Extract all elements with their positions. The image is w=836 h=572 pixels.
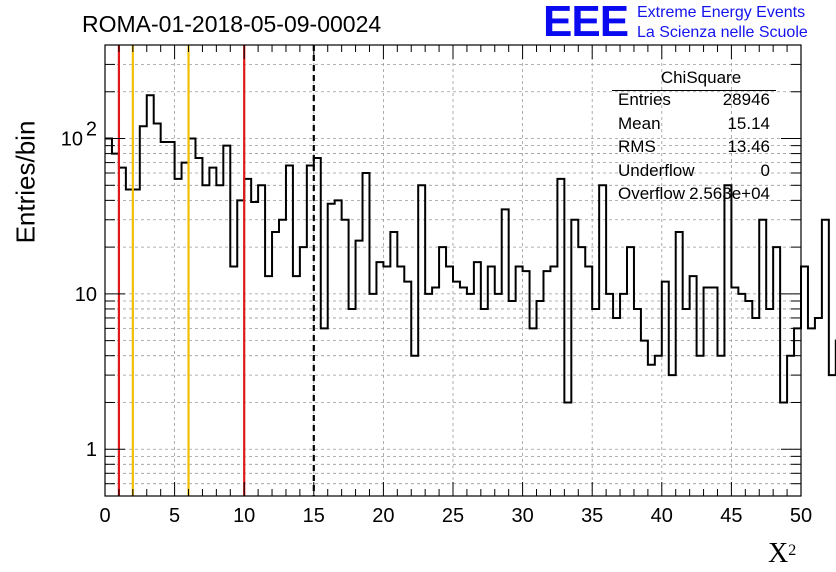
stats-value: 13.46 [727, 137, 770, 156]
chart-title: ROMA-01-2018-05-09-00024 [82, 11, 382, 37]
x-tick-label: 25 [442, 505, 464, 527]
stats-value: 2.563e+04 [689, 184, 770, 203]
x-tick-label: 20 [372, 505, 394, 527]
stats-row: Entries 28946 [612, 88, 776, 112]
stats-divider [612, 90, 776, 91]
x-tick-label: 35 [581, 505, 603, 527]
x-axis-label-exponent: 2 [788, 542, 797, 559]
stats-value: 15.14 [727, 113, 770, 133]
x-axis-label: X2 [768, 538, 797, 569]
stats-key: Overflow [618, 184, 686, 203]
stats-key: Mean [618, 113, 661, 133]
stats-row: Underflow 0 [612, 159, 776, 183]
y-tick-exponent: 2 [86, 119, 97, 141]
stats-value: 28946 [722, 90, 770, 109]
stats-box: ChiSquare Entries 28946 Mean 15.14 RMS 1… [612, 68, 776, 206]
stats-row: Overflow 2.563e+04 [612, 182, 776, 206]
x-tick-label: 40 [651, 505, 673, 527]
stats-value: 0 [760, 160, 770, 180]
x-tick-label: 10 [233, 505, 255, 527]
eee-logo: EEE [543, 0, 629, 46]
stats-key: Entries [618, 90, 671, 109]
y-tick-label: 10 [61, 129, 83, 151]
logo-text-line1: Extreme Energy Events [637, 4, 806, 21]
stats-row: Mean 15.14 [612, 112, 776, 136]
x-tick-label: 15 [303, 505, 325, 527]
x-tick-label: 30 [511, 505, 533, 527]
reference-lines [117, 45, 315, 496]
x-tick-label: 0 [99, 505, 110, 527]
x-tick-label: 5 [169, 505, 180, 527]
logo-text-line2: La Scienza nelle Scuole [637, 24, 808, 41]
stats-key: Underflow [618, 160, 695, 180]
stats-title: ChiSquare [660, 68, 742, 87]
x-tick-label: 45 [720, 505, 742, 527]
stats-row: RMS 13.46 [612, 135, 776, 159]
y-axis-label: Entries/bin [10, 120, 41, 244]
x-tick-label: 50 [790, 505, 812, 527]
stats-key: RMS [618, 137, 656, 156]
y-tick-label: 10 [75, 284, 97, 306]
y-tick-label: 1 [86, 439, 97, 461]
